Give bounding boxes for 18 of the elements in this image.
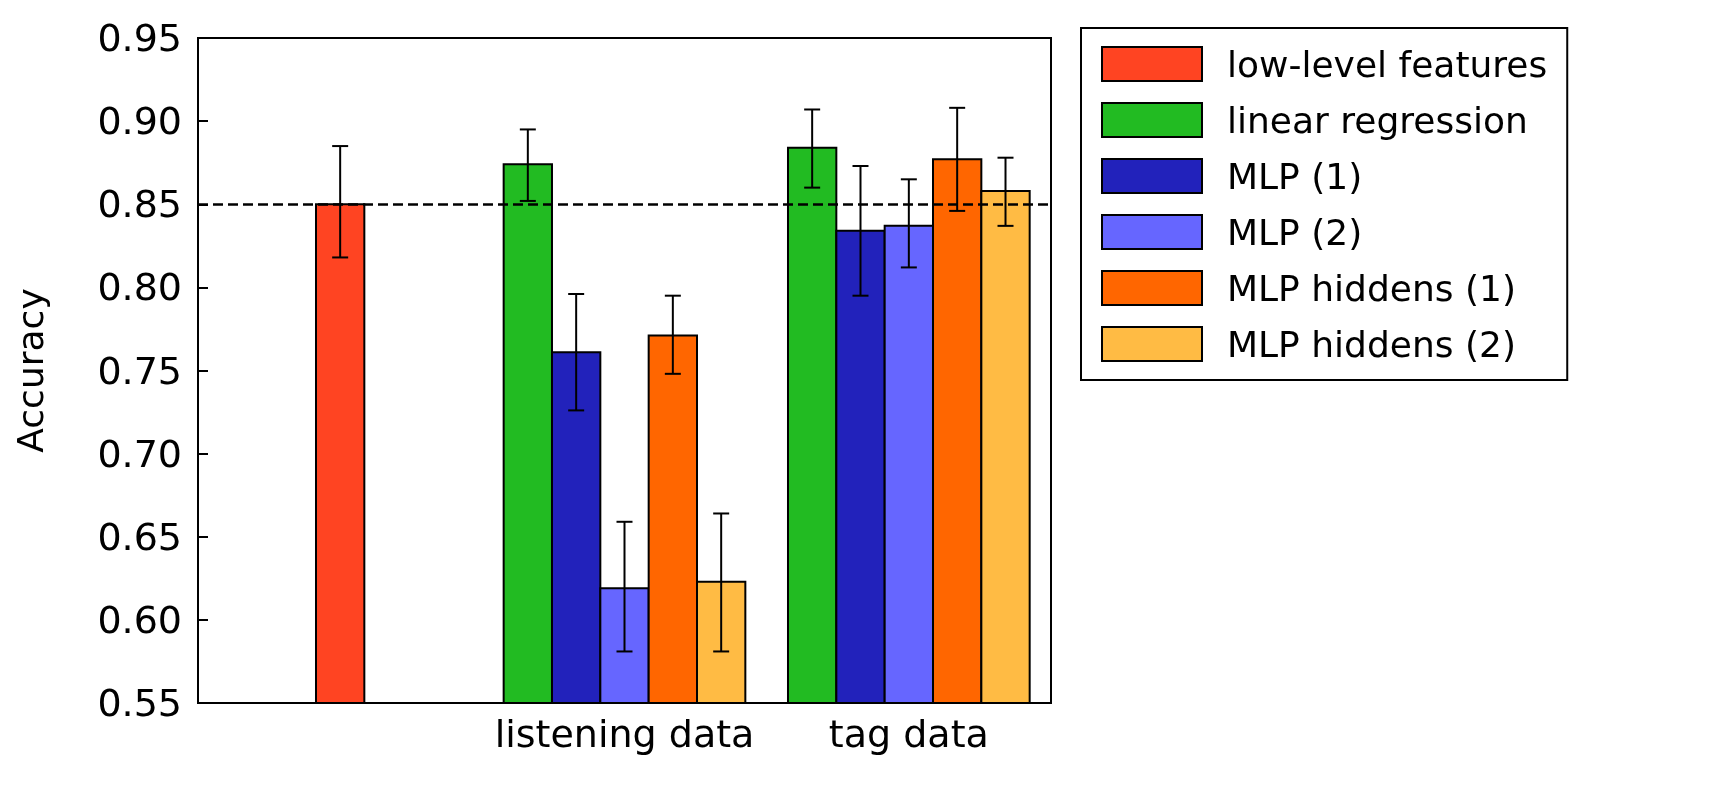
legend-label: linear regression bbox=[1227, 99, 1528, 141]
y-tick-label: 0.60 bbox=[97, 597, 182, 642]
y-tick-label: 0.90 bbox=[97, 99, 182, 144]
legend-label: MLP (1) bbox=[1227, 155, 1363, 197]
y-tick-label: 0.80 bbox=[97, 265, 182, 310]
y-axis-title: Accuracy bbox=[9, 288, 51, 453]
legend-label: low-level features bbox=[1227, 43, 1548, 85]
x-tick-label: listening data bbox=[494, 712, 755, 756]
legend-label: MLP (2) bbox=[1227, 211, 1363, 253]
y-tick-label: 0.85 bbox=[97, 182, 182, 227]
y-tick-label: 0.70 bbox=[97, 431, 182, 476]
y-tick-label: 0.75 bbox=[97, 348, 182, 393]
legend-label: MLP hiddens (1) bbox=[1227, 267, 1516, 309]
y-tick-label: 0.65 bbox=[97, 514, 182, 559]
y-tick-label: 0.55 bbox=[97, 681, 182, 725]
legend-label: MLP hiddens (2) bbox=[1227, 323, 1516, 365]
y-tick-label: 0.95 bbox=[97, 16, 182, 60]
x-tick-label: tag data bbox=[828, 712, 989, 756]
